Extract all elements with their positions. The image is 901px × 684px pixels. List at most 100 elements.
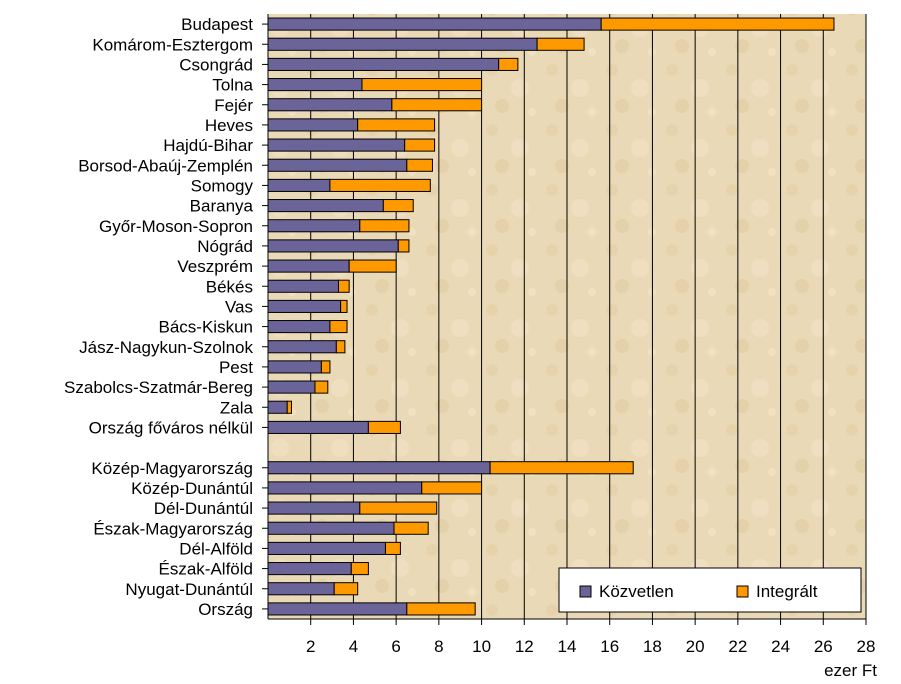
bar-kozvetlen bbox=[267, 582, 335, 596]
bars bbox=[267, 17, 835, 616]
bar-integralt bbox=[286, 400, 292, 414]
bar-kozvetlen bbox=[267, 461, 491, 475]
bar-kozvetlen bbox=[267, 299, 342, 313]
bar-integralt bbox=[489, 461, 634, 475]
bar-kozvetlen bbox=[267, 360, 322, 374]
legend: Közvetlen Integrált bbox=[558, 567, 862, 613]
category-label: Békés bbox=[206, 277, 253, 296]
category-label: Tolna bbox=[212, 76, 253, 95]
category-label: Ország főváros nélkül bbox=[89, 418, 253, 437]
bar-integralt bbox=[337, 279, 350, 293]
bar-integralt bbox=[391, 98, 483, 112]
category-label: Fejér bbox=[214, 96, 253, 115]
x-tick-label: 12 bbox=[515, 637, 534, 656]
bar-integralt bbox=[314, 380, 329, 394]
bar-kozvetlen bbox=[267, 239, 399, 253]
bar-integralt bbox=[536, 37, 585, 51]
bar-integralt bbox=[348, 259, 397, 273]
bar-kozvetlen bbox=[267, 602, 408, 616]
bar-kozvetlen bbox=[267, 158, 408, 172]
category-label: Zala bbox=[220, 398, 254, 417]
x-tick-label: 2 bbox=[306, 637, 315, 656]
legend-box bbox=[558, 567, 862, 613]
bar-integralt bbox=[335, 340, 346, 354]
bar-kozvetlen bbox=[267, 340, 337, 354]
bar-integralt bbox=[367, 420, 401, 434]
category-label: Budapest bbox=[181, 15, 253, 34]
x-tick-label: 4 bbox=[349, 637, 358, 656]
category-label: Csongrád bbox=[179, 55, 253, 74]
bar-kozvetlen bbox=[267, 138, 406, 152]
bar-integralt bbox=[357, 118, 436, 132]
bar-kozvetlen bbox=[267, 521, 395, 535]
category-label: Nyugat-Dunántúl bbox=[125, 580, 253, 599]
bar-integralt bbox=[333, 582, 359, 596]
category-label: Észak-Alföld bbox=[159, 560, 253, 579]
bar-integralt bbox=[329, 178, 431, 192]
legend-swatch-kozvetlen bbox=[579, 585, 592, 598]
category-label: Közép-Dunántúl bbox=[131, 479, 253, 498]
bar-kozvetlen bbox=[267, 259, 350, 273]
category-label: Pest bbox=[219, 358, 253, 377]
bar-integralt bbox=[393, 521, 429, 535]
bar-integralt bbox=[600, 17, 835, 31]
category-label: Szabolcs-Szatmár-Bereg bbox=[64, 378, 253, 397]
x-tick-label: 28 bbox=[857, 637, 876, 656]
bar-kozvetlen bbox=[267, 57, 500, 71]
bar-kozvetlen bbox=[267, 37, 538, 51]
bar-integralt bbox=[421, 481, 483, 495]
bar-integralt bbox=[384, 541, 401, 555]
category-label: Dél-Alföld bbox=[179, 539, 253, 558]
category-label: Ország bbox=[198, 600, 253, 619]
bar-kozvetlen bbox=[267, 320, 331, 334]
x-tick-label: 16 bbox=[600, 637, 619, 656]
category-label: Somogy bbox=[191, 176, 254, 195]
bar-integralt bbox=[350, 562, 369, 576]
bar-kozvetlen bbox=[267, 78, 363, 92]
gridlines bbox=[310, 14, 867, 619]
bar-kozvetlen bbox=[267, 219, 361, 233]
bar-kozvetlen bbox=[267, 98, 393, 112]
category-label: Hajdú-Bihar bbox=[163, 136, 253, 155]
category-label: Nógrád bbox=[197, 237, 253, 256]
x-tick-label: 20 bbox=[686, 637, 705, 656]
bar-integralt bbox=[382, 199, 414, 213]
bar-kozvetlen bbox=[267, 501, 361, 515]
bar-integralt bbox=[340, 299, 348, 313]
category-label: Győr-Moson-Sopron bbox=[99, 217, 253, 236]
bar-kozvetlen bbox=[267, 178, 331, 192]
x-tick-label: 22 bbox=[728, 637, 747, 656]
category-label: Jász-Nagykun-Szolnok bbox=[79, 338, 253, 357]
x-tick-label: 10 bbox=[472, 637, 491, 656]
bar-integralt bbox=[329, 320, 348, 334]
bar-kozvetlen bbox=[267, 17, 602, 31]
legend-label-kozvetlen: Közvetlen bbox=[599, 582, 674, 601]
bar-kozvetlen bbox=[267, 481, 423, 495]
bar-kozvetlen bbox=[267, 199, 384, 213]
bar-kozvetlen bbox=[267, 420, 369, 434]
bar-integralt bbox=[320, 360, 331, 374]
x-tick-label: 14 bbox=[558, 637, 577, 656]
legend-swatch-integralt bbox=[736, 585, 749, 598]
bar-integralt bbox=[397, 239, 410, 253]
bar-integralt bbox=[498, 57, 519, 71]
category-label: Észak-Magyarország bbox=[93, 519, 253, 538]
x-tick-label: 8 bbox=[434, 637, 443, 656]
category-label: Komárom-Esztergom bbox=[92, 35, 253, 54]
category-label: Borsod-Abaúj-Zemplén bbox=[78, 156, 253, 175]
bar-integralt bbox=[359, 501, 438, 515]
bar-integralt bbox=[406, 602, 476, 616]
bar-kozvetlen bbox=[267, 541, 386, 555]
bar-kozvetlen bbox=[267, 380, 316, 394]
bar-kozvetlen bbox=[267, 562, 352, 576]
category-label: Veszprém bbox=[177, 257, 253, 276]
bar-integralt bbox=[361, 78, 483, 92]
legend-label-integralt: Integrált bbox=[756, 582, 818, 601]
category-label: Dél-Dunántúl bbox=[154, 499, 253, 518]
x-tick-label: 24 bbox=[771, 637, 790, 656]
category-label: Bács-Kiskun bbox=[159, 318, 253, 337]
category-label: Heves bbox=[205, 116, 253, 135]
bar-kozvetlen bbox=[267, 400, 288, 414]
